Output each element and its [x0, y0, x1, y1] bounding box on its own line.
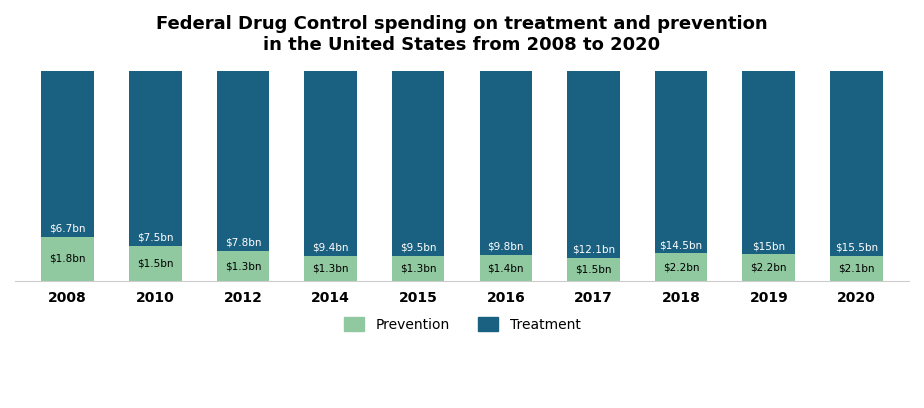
Text: $7.5bn: $7.5bn — [137, 233, 174, 243]
Bar — [567, 258, 620, 281]
Text: $2.1bn: $2.1bn — [838, 264, 875, 274]
Bar — [304, 71, 357, 256]
Bar — [129, 71, 181, 246]
Text: $1.4bn: $1.4bn — [488, 263, 524, 273]
Bar — [216, 251, 269, 281]
Title: Federal Drug Control spending on treatment and prevention
in the United States f: Federal Drug Control spending on treatme… — [156, 15, 768, 54]
Text: $6.7bn: $6.7bn — [49, 224, 86, 233]
Bar — [392, 256, 444, 281]
Text: $9.4bn: $9.4bn — [312, 242, 348, 253]
Text: $1.3bn: $1.3bn — [312, 264, 348, 273]
Text: $1.3bn: $1.3bn — [400, 264, 436, 273]
Text: $7.8bn: $7.8bn — [225, 238, 261, 248]
Text: $2.2bn: $2.2bn — [750, 263, 787, 273]
Bar — [743, 71, 795, 254]
Bar — [830, 71, 882, 256]
Bar — [743, 254, 795, 281]
Bar — [304, 256, 357, 281]
Bar — [567, 71, 620, 258]
Bar — [42, 71, 94, 237]
Text: $1.5bn: $1.5bn — [137, 259, 174, 268]
Text: $1.8bn: $1.8bn — [49, 254, 86, 264]
Text: $1.3bn: $1.3bn — [225, 261, 261, 271]
Bar — [216, 71, 269, 251]
Bar — [42, 237, 94, 281]
Text: $15.5bn: $15.5bn — [835, 243, 878, 253]
Bar — [129, 246, 181, 281]
Bar — [480, 255, 532, 281]
Text: $14.5bn: $14.5bn — [660, 240, 702, 251]
Bar — [392, 71, 444, 256]
Text: $9.5bn: $9.5bn — [400, 243, 436, 253]
Legend: Prevention, Treatment: Prevention, Treatment — [338, 312, 586, 337]
Text: $9.8bn: $9.8bn — [488, 242, 524, 252]
Text: $15bn: $15bn — [752, 241, 785, 251]
Bar — [655, 253, 708, 281]
Bar — [480, 71, 532, 255]
Bar — [830, 256, 882, 281]
Text: $12.1bn: $12.1bn — [572, 245, 615, 255]
Bar — [655, 71, 708, 253]
Text: $1.5bn: $1.5bn — [576, 265, 612, 275]
Text: $2.2bn: $2.2bn — [663, 262, 699, 273]
